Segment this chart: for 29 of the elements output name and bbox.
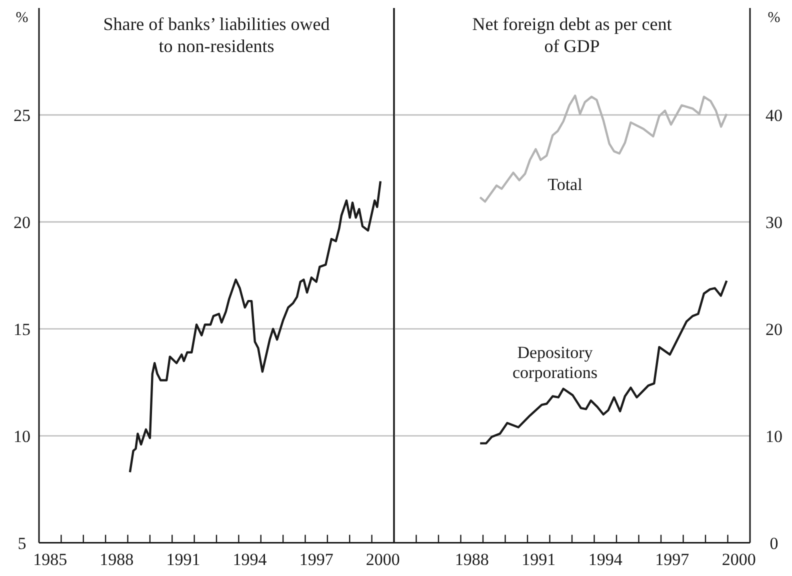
x-tick-label: 1988: [454, 550, 489, 569]
x-tick-label: 1997: [655, 550, 690, 569]
text: Share of banks’ liabilities owed to non-residents: [103, 14, 330, 56]
y-axis-title: %: [16, 10, 28, 26]
x-tick-label: 1988: [100, 550, 134, 569]
series-label: Total: [548, 175, 583, 194]
y2-axis-title: %: [768, 10, 780, 26]
series-label: Depository corporations: [512, 343, 598, 382]
y-tick-label: 20: [14, 212, 30, 232]
x-tick-label: 1994: [232, 550, 268, 569]
x-tick-label: 1994: [588, 550, 623, 569]
x-tick-label: 1991: [166, 550, 200, 569]
line-series: [128, 180, 382, 474]
line-series: [479, 280, 728, 444]
text: Net foreign debt as per cent of GDP: [472, 14, 672, 56]
y-tick-label: 25: [14, 106, 30, 125]
x-tick-label: 1985: [33, 550, 68, 569]
y-tick-label: 5: [18, 534, 26, 553]
y2-tick-label: 10: [766, 426, 782, 446]
x-tick-label: 2000: [722, 550, 756, 569]
y-tick-label: 15: [14, 320, 30, 339]
x-tick-label: 2000: [366, 550, 400, 569]
y2-tick-label: 30: [766, 212, 782, 232]
y2-tick-label: 20: [766, 320, 782, 339]
y2-tick-label: 40: [766, 106, 782, 125]
x-tick-label: 1991: [522, 550, 556, 569]
x-tick-label: 1997: [299, 550, 334, 569]
y2-tick-label: 0: [770, 534, 778, 553]
y-tick-label: 10: [14, 426, 30, 446]
